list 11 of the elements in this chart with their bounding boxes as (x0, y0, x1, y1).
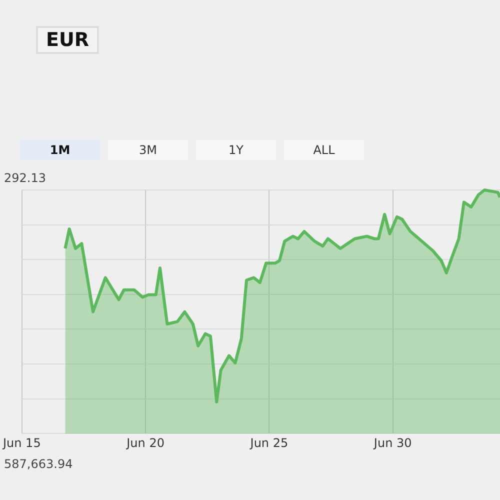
x-tick-label: Jun 30 (372, 436, 412, 450)
text: 587,663.94 (4, 457, 73, 471)
x-tick-label: Jun 20 (126, 436, 164, 450)
text: EUR (36, 26, 100, 54)
text: 292.13 (4, 171, 46, 185)
x-tick-label: Jun 15 (2, 436, 41, 450)
x-tick-label: Jun 25 (249, 436, 288, 450)
text: 1M (20, 140, 100, 160)
text: 3M (108, 140, 188, 160)
text: 1Y (196, 140, 276, 160)
text: ALL (284, 140, 364, 160)
